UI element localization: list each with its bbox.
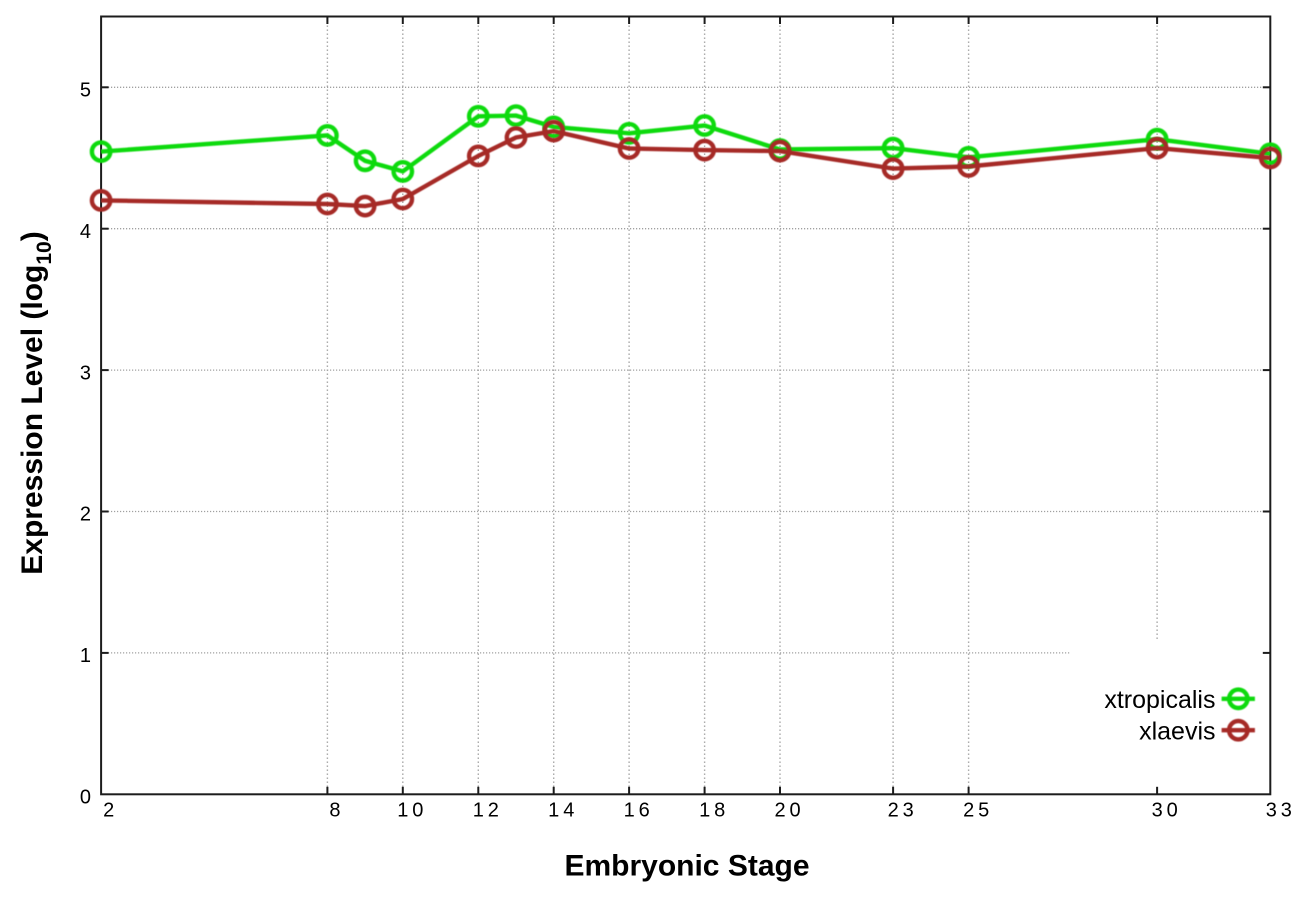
svg-text:4: 4 [80,221,91,243]
svg-text:23: 23 [888,800,918,822]
svg-text:10: 10 [397,800,427,822]
svg-text:14: 14 [548,800,578,822]
svg-text:3: 3 [80,362,91,384]
svg-text:18: 18 [699,800,729,822]
svg-text:20: 20 [774,800,804,822]
svg-text:25: 25 [963,800,993,822]
svg-text:12: 12 [473,800,503,822]
svg-text:Embryonic Stage: Embryonic Stage [564,849,809,882]
svg-text:5: 5 [80,80,91,102]
svg-text:8: 8 [329,800,344,822]
svg-text:2: 2 [80,504,91,526]
svg-text:xlaevis: xlaevis [1139,717,1215,745]
svg-text:0: 0 [80,787,91,809]
svg-text:16: 16 [624,800,654,822]
svg-text:2: 2 [103,800,118,822]
svg-text:1: 1 [80,645,91,667]
svg-text:30: 30 [1152,800,1182,822]
svg-text:xtropicalis: xtropicalis [1104,686,1215,714]
svg-text:33: 33 [1266,800,1296,822]
